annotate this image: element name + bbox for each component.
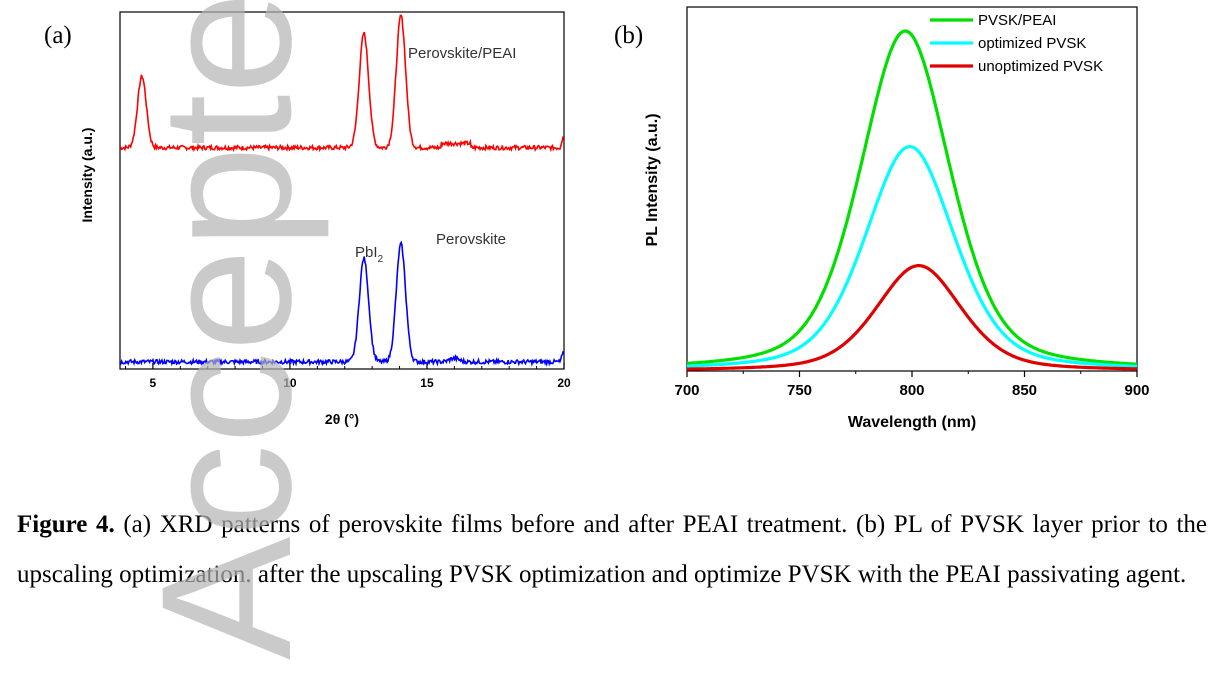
pl-xtick-label: 800: [899, 382, 924, 399]
pl-xlabel: Wavelength (nm): [848, 414, 976, 431]
xrd-annotation-peai: Perovskite/PEAI: [408, 45, 516, 62]
xrd-plot-frame: [119, 11, 565, 370]
pl-chart: 700 750 800 850 900 PVSK/PEAI optimized PVSK u…: [644, 6, 1150, 431]
xrd-xlabel: 2θ (°): [325, 411, 359, 427]
xrd-xtick-label: 10: [283, 376, 297, 390]
xrd-ylabel: Intensity (a.u.): [79, 128, 95, 223]
pl-legend-label: optimized PVSK: [978, 35, 1086, 52]
panel-label-a: (a): [44, 22, 72, 49]
xrd-xtick-label: 5: [150, 376, 157, 390]
figure-number: Figure 4.: [17, 511, 115, 538]
pl-series-line: [686, 144, 1138, 368]
figure-caption: Figure 4. (a) XRD patterns of perovskite…: [17, 500, 1207, 600]
xrd-chart: 5 10 15 20 Perovskite/PEAI Perovskite PbI2 …: [79, 11, 571, 427]
pl-xtick-label: 700: [674, 382, 699, 399]
xrd-annotation-perovskite: Perovskite: [436, 231, 506, 248]
xrd-xtick-label: 20: [557, 376, 571, 390]
panel-label-b: (b): [614, 22, 644, 49]
pl-series-line: [686, 29, 1137, 366]
xrd-annotation-pbi2: PbI2: [355, 244, 384, 265]
pl-legend-label: PVSK/PEAI: [978, 12, 1056, 29]
pl-legend-label: unoptimized PVSK: [978, 58, 1103, 75]
caption-text: (a) XRD patterns of perovskite films bef…: [17, 511, 1207, 588]
pl-xtick-label: 900: [1124, 382, 1149, 399]
pl-series-line: [687, 264, 1138, 371]
xrd-xtick-label: 15: [420, 376, 434, 390]
xrd-series-line: [119, 14, 564, 153]
pl-xtick-label: 850: [1012, 382, 1037, 399]
figure: (a) (b) 5 10 15 20 Perovskite/PEAI Perovski…: [44, 6, 1150, 431]
pl-xtick-label: 750: [787, 382, 812, 399]
pl-ylabel: PL Intensity (a.u.): [644, 113, 661, 246]
xrd-series-line: [119, 240, 564, 368]
